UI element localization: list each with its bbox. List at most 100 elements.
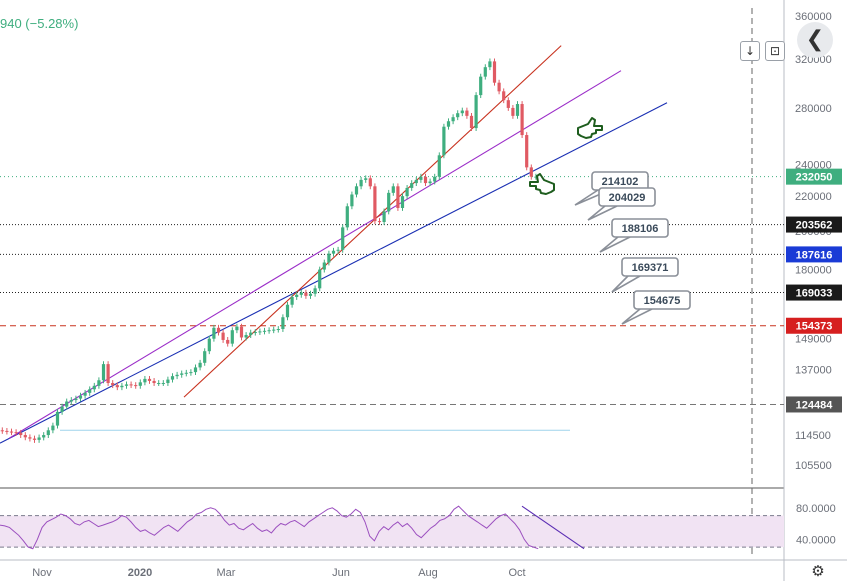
candle-body <box>14 432 18 434</box>
candle-body <box>267 330 271 332</box>
candle-body <box>9 431 14 433</box>
candle-body <box>373 186 377 222</box>
callout-box <box>598 187 656 207</box>
candle-body <box>272 329 276 331</box>
candle-body <box>221 332 225 340</box>
candle-body <box>111 383 115 386</box>
candle-body <box>42 435 46 438</box>
candle-body <box>410 183 414 188</box>
callout-box <box>611 218 669 238</box>
price-tick-label: 240000 <box>795 159 832 171</box>
scale-toggle-icon[interactable]: ⊡ <box>765 41 785 61</box>
candle-body <box>391 186 395 193</box>
callout-pointer <box>587 205 618 221</box>
price-label-text: 124484 <box>796 399 834 411</box>
callout-value: 169371 <box>632 262 669 274</box>
candle-body <box>433 176 437 182</box>
candle-body <box>492 61 497 83</box>
candle-body <box>442 126 446 156</box>
candle-body <box>515 104 520 116</box>
candle-body <box>460 110 464 114</box>
candle-body <box>327 253 331 263</box>
candle-body <box>230 330 234 344</box>
candle-body <box>506 100 510 108</box>
rsi-tick-label: 80.0000 <box>796 503 836 515</box>
candle-body <box>446 121 451 127</box>
candle-body <box>166 379 170 384</box>
candle-body <box>359 179 363 187</box>
candle-body <box>51 425 55 431</box>
callout-box <box>633 290 691 310</box>
candle-body <box>5 430 9 432</box>
candle-body <box>120 385 124 388</box>
candle-body <box>134 385 138 387</box>
callout-pointer <box>621 308 653 325</box>
rsi-trendline <box>521 505 585 550</box>
price-label-box <box>786 168 842 185</box>
candle-body <box>534 176 538 178</box>
time-tick-label: 2020 <box>128 567 152 579</box>
candle-body <box>239 326 244 338</box>
price-tick-label: 280000 <box>795 103 832 115</box>
candle-body <box>32 438 37 440</box>
price-tick-label: 360000 <box>795 11 832 23</box>
candle-body <box>502 91 506 101</box>
candle-body <box>497 82 501 92</box>
candle-body <box>203 351 207 363</box>
candle-body <box>318 269 322 289</box>
candle-body <box>74 398 78 401</box>
price-change-text: 940 (−5.28%) <box>0 16 79 31</box>
price-label-box <box>786 317 842 334</box>
candle-body <box>189 372 193 374</box>
candle-body <box>290 296 294 305</box>
candle-body <box>83 392 87 396</box>
candle-body <box>147 378 152 381</box>
price-tick-label: 105500 <box>795 460 832 472</box>
candle-body <box>249 332 253 336</box>
hand-shape <box>529 173 555 195</box>
chevron-left-icon[interactable]: ❮ <box>797 22 833 58</box>
callout-value: 154675 <box>644 295 681 307</box>
candle-body <box>226 339 230 344</box>
candle-body <box>529 167 533 177</box>
candle-body <box>396 186 400 208</box>
candle-body <box>405 187 409 197</box>
trendline <box>0 102 668 444</box>
arrow-down-icon[interactable]: ↓ <box>740 41 760 61</box>
price-label-box <box>786 396 842 413</box>
candle-body <box>414 179 418 184</box>
rsi-line <box>0 505 539 550</box>
candle-body <box>69 400 73 402</box>
candle-body <box>157 383 161 385</box>
price-callout: 188106 <box>599 218 669 253</box>
candle-body <box>313 288 317 294</box>
gear-icon: ⚙ <box>811 563 824 580</box>
candle-body <box>377 221 382 223</box>
price-tick-label: 180000 <box>795 265 832 277</box>
candle-body <box>364 178 368 180</box>
candle-body <box>511 107 515 116</box>
candle-body <box>281 317 285 330</box>
candle-body <box>295 294 299 297</box>
candle-body <box>0 430 4 432</box>
candle-body <box>28 437 32 439</box>
candle-body <box>308 293 313 296</box>
rsi-band <box>0 515 784 548</box>
callout-value: 204029 <box>609 192 646 204</box>
candle-body <box>175 374 179 377</box>
candle-body <box>184 372 188 374</box>
rsi-tick-label: 40.0000 <box>796 534 836 546</box>
price-label-box <box>786 246 842 263</box>
candle-body <box>525 135 529 168</box>
pointing-hand-icon <box>529 173 555 195</box>
candle-body <box>479 76 483 96</box>
candle-body <box>382 211 386 222</box>
candle-body <box>469 115 474 129</box>
price-tick-label: 220000 <box>795 191 832 203</box>
candle-body <box>198 362 202 368</box>
callout-value: 214102 <box>602 176 639 188</box>
candle-body <box>387 192 391 212</box>
candle-body <box>345 206 349 228</box>
